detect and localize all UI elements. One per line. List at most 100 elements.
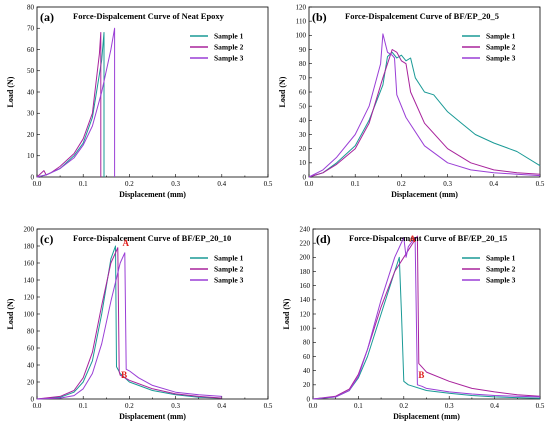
panel-d-legend-label-2: Sample 2 [486, 265, 516, 274]
panel-a-x-tick-label: 0.0 [33, 180, 42, 188]
panel-d-x-tick-label: 0.1 [354, 402, 363, 410]
panel-b-y-axis-label: Load (N) [278, 76, 287, 107]
panel-b-series-2-line [308, 49, 541, 178]
panel-a-y-tick-label: 30 [27, 110, 35, 118]
panel-d-x-tick-label: 0.3 [445, 402, 454, 410]
panel-c-y-tick-label: 140 [24, 276, 35, 284]
panel-c-title: Force-Dispalcement Curve of BF/EP_20_10 [73, 233, 231, 243]
panel-b-x-tick-label: 0.2 [397, 180, 406, 188]
panel-b-x-tick-label: 0.5 [536, 180, 545, 188]
panel-a-x-tick-label: 0.3 [171, 180, 180, 188]
panel-d-x-tick-label: 0.5 [536, 402, 545, 410]
panel-d-x-axis-label: Displacement (mm) [393, 412, 460, 421]
panel-c-legend-label-1: Sample 1 [214, 254, 244, 263]
panel-b-y-tick-label: 60 [299, 88, 307, 96]
panel-d-x-tick-label: 0.0 [309, 402, 318, 410]
panel-d-series-3-line [312, 237, 541, 400]
panel-c-y-tick-label: 80 [27, 327, 35, 335]
panel-d-y-tick-label: 100 [300, 325, 311, 333]
panel-d-y-tick-label: 120 [300, 310, 311, 318]
panel-c-series-2-line [36, 247, 222, 400]
panel-a-x-tick-label: 0.2 [125, 180, 134, 188]
panel-b-x-tick-label: 0.1 [351, 180, 360, 188]
panel-c-legend-label-2: Sample 2 [214, 265, 244, 274]
panel-c-annotation-b: B [121, 370, 127, 380]
panel-c-y-tick-label: 120 [24, 293, 35, 301]
panel-c-annotation-a: A [122, 238, 129, 248]
panel-d-y-tick-label: 160 [300, 282, 311, 290]
panel-c-y-tick-label: 160 [24, 259, 35, 267]
panel-c-y-tick-label: 100 [24, 310, 35, 318]
panel-b-x-tick-label: 0.0 [305, 180, 314, 188]
panel-d-y-tick-label: 220 [300, 240, 311, 248]
panel-b-y-tick-label: 50 [299, 103, 307, 111]
panel-c-x-tick-label: 0.2 [125, 402, 134, 410]
panel-d-y-tick-label: 200 [300, 254, 311, 262]
panel-d-y-tick-label: 60 [303, 353, 311, 361]
panel-a-legend-label-2: Sample 2 [214, 43, 244, 52]
panel-a-y-tick-label: 10 [27, 152, 35, 160]
panel-a-y-tick-label: 0 [31, 173, 35, 181]
panel-a-y-axis-label: Load (N) [6, 76, 15, 107]
panel-b-y-tick-label: 90 [299, 46, 307, 54]
panel-b-x-tick-label: 0.4 [489, 180, 498, 188]
panel-d-y-tick-label: 40 [303, 367, 311, 375]
panel-b-legend-label-1: Sample 1 [486, 32, 516, 41]
panel-d-annotation-b: B [418, 370, 424, 380]
panel-d-x-tick-label: 0.4 [490, 402, 499, 410]
panel-c-x-tick-label: 0.1 [79, 402, 88, 410]
panel-a-y-tick-label: 20 [27, 131, 35, 139]
panel-c-y-axis-label: Load (N) [6, 298, 15, 329]
panel-d-annotation-a: A [409, 234, 416, 244]
panel-b-x-tick-label: 0.3 [443, 180, 452, 188]
panel-a-legend-label-1: Sample 1 [214, 32, 244, 41]
panel-c-legend-label-3: Sample 3 [214, 276, 244, 285]
panel-b-y-tick-label: 110 [296, 18, 307, 26]
panel-a-title: Force-Dispalcement Curve of Neat Epoxy [73, 11, 225, 21]
panel-c-y-tick-label: 0 [31, 395, 35, 403]
panel-c-series-1-line [36, 245, 222, 400]
panel-a-y-tick-label: 70 [27, 25, 35, 33]
panel-a-x-axis-label: Displacement (mm) [119, 190, 186, 199]
panel-c-x-tick-label: 0.5 [264, 402, 273, 410]
panel-b-y-tick-label: 70 [299, 74, 307, 82]
panel-d-y-tick-label: 140 [300, 296, 311, 304]
panel-a-tag: (a) [40, 10, 54, 24]
panel-b-y-tick-label: 10 [299, 159, 307, 167]
panel-b-title: Force-Dispalcement Curve of BF/EP_20_5 [345, 11, 499, 21]
panel-a-y-tick-label: 50 [27, 67, 35, 75]
panel-a-x-tick-label: 0.1 [79, 180, 88, 188]
panel-c-y-tick-label: 200 [24, 225, 35, 233]
panel-c-x-tick-label: 0.0 [33, 402, 42, 410]
panel-c-tag: (c) [40, 232, 53, 246]
panel-a-x-tick-label: 0.4 [217, 180, 226, 188]
panel-d-title: Force-Dispalcement Curve of BF/EP_20_15 [349, 233, 507, 243]
panel-d-legend-label-1: Sample 1 [486, 254, 516, 263]
panel-d-series-1-line [312, 256, 541, 400]
panel-b-y-tick-label: 80 [299, 60, 307, 68]
panel-d-y-tick-label: 20 [303, 381, 311, 389]
panel-b-tag: (b) [312, 10, 327, 24]
panel-b-y-tick-label: 40 [299, 117, 307, 125]
panel-d: 0.0 0.1 0.2 0.3 0.4 0.5 0 20 40 60 80 100 120 140 160 1… [282, 225, 545, 421]
panel-d-series-2-line [312, 235, 541, 400]
panel-c-series-3-line [36, 252, 222, 400]
panel-d-y-tick-label: 80 [303, 339, 311, 347]
panel-d-tag: (d) [316, 232, 331, 246]
panel-d-legend-label-3: Sample 3 [486, 276, 516, 285]
panel-c-x-axis-label: Displacement (mm) [119, 412, 186, 421]
panel-b: 0.0 0.1 0.2 0.3 0.4 0.5 0 10 20 30 40 50 60 70 80 90 100… [278, 3, 545, 199]
panel-a-y-tick-label: 40 [27, 88, 35, 96]
panel-d-x-tick-label: 0.2 [399, 402, 408, 410]
panel-d-y-axis-label: Load (N) [282, 298, 291, 329]
panel-d-y-tick-label: 0 [307, 395, 311, 403]
panel-c-y-tick-label: 20 [27, 378, 35, 386]
panel-b-series-3-line [308, 33, 541, 178]
panel-b-y-tick-label: 30 [299, 131, 307, 139]
panel-c-y-tick-label: 40 [27, 361, 35, 369]
panel-c: 0.0 0.1 0.2 0.3 0.4 0.5 0 20 40 60 80 100 120 140 160 1… [6, 225, 273, 421]
panel-a-y-tick-label: 80 [27, 3, 35, 11]
panel-a-series-1-line [36, 32, 105, 178]
